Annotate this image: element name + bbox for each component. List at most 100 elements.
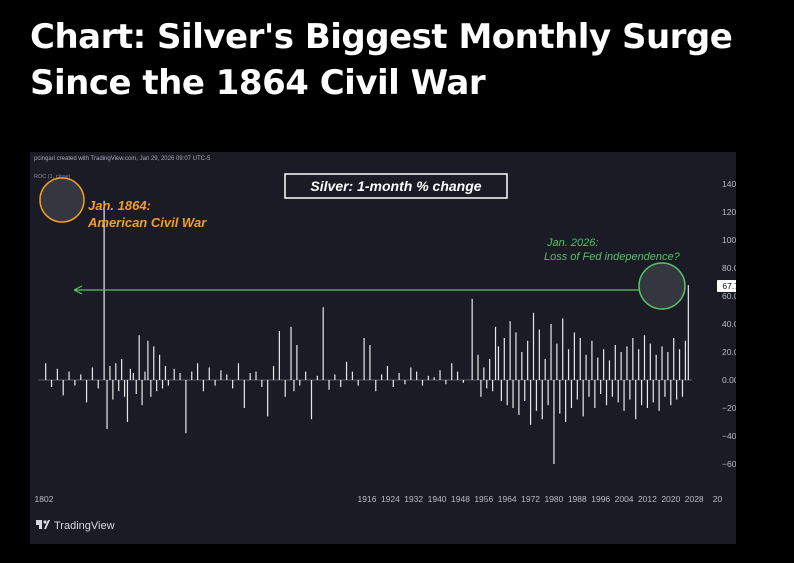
x-tick-label: 1932 [404,494,423,504]
bar-2006 [629,380,631,400]
bar-1876 [249,373,251,380]
bar-1831 [118,380,120,392]
bar-2014 [652,380,654,403]
bar-2005 [626,346,628,380]
bar-1832 [121,359,123,380]
fed-event-label: Loss of Fed independence? [544,251,681,263]
bar-1985 [567,349,570,380]
bar-1834 [126,380,129,422]
comparison-arrow-head-icon [73,285,83,295]
bar-1984 [565,380,567,422]
indicator-label: ROC (1, close) [34,174,71,180]
bar-1971 [527,340,529,380]
bar-1886 [278,331,280,380]
bar-1945 [451,363,453,380]
bar-1822 [91,367,94,380]
civil-war-highlight-circle [39,177,85,223]
bar-2020 [670,380,672,406]
bar-1965 [509,321,511,380]
bar-1816 [74,380,76,386]
bar-2021 [673,338,675,380]
bar-1943 [445,380,447,385]
bar-1848 [167,380,169,386]
bar-1990 [582,380,584,417]
bar-1919 [375,380,377,392]
tradingview-brand: TradingView [54,520,115,532]
bar-1970 [524,380,526,401]
bar-1839 [141,380,143,406]
bar-1862 [208,367,210,380]
bar-1957 [486,380,488,389]
bar-1937 [427,375,429,380]
bar-1913 [357,380,359,386]
bar-1989 [579,338,581,380]
bar-1903 [328,380,330,390]
bar-1844 [156,380,158,392]
y-tick-label: 120.00 [722,207,736,217]
bar-1980 [553,380,555,464]
bar-1931 [410,367,412,380]
bar-1827 [106,380,108,429]
bar-1888 [284,380,286,397]
bar-1814 [68,371,70,380]
bar-1927 [398,373,400,380]
x-tick-label: 1980 [544,494,563,504]
headline-line-2: Since the 1864 Civil War [30,63,486,103]
headline-line-1: Chart: Silver's Biggest Monthly Surge [30,17,733,57]
bar-2022 [676,380,678,400]
bar-1845 [159,354,161,380]
bar-1982 [559,380,561,414]
fed-date-label: Jan. 2026: [546,237,598,249]
bar-1874 [243,380,245,408]
bar-1846 [161,380,164,389]
bar-2016 [658,380,660,411]
bar-1841 [147,340,149,380]
bar-1974 [535,380,538,411]
bar-1818 [80,374,82,380]
bar-1996 [600,380,602,394]
bar-2009 [638,349,640,380]
y-tick-label: −60.00 [722,459,736,469]
bar-1993 [591,340,593,380]
x-tick-label: 1956 [474,494,493,504]
bar-1812 [62,380,64,396]
bar-1830 [115,363,117,380]
x-tick-label: 2020 [661,494,680,504]
bar-2004 [623,380,625,411]
bar-1907 [340,380,342,387]
y-tick-label: 60.00 [722,291,736,301]
bar-1963 [503,338,505,380]
bar-2000 [611,380,613,397]
bar-1843 [153,346,155,380]
x-tick-label: 1964 [498,494,517,504]
bar-2023 [678,349,681,380]
bar-1870 [232,380,234,389]
bar-2024 [681,380,684,397]
bar-1854 [185,380,187,434]
bar-1909 [345,361,348,380]
x-tick-label: 1940 [428,494,447,504]
x-tick-label: 1996 [591,494,610,504]
bar-1959 [492,380,494,392]
y-tick-label: 80.00 [722,263,736,273]
bar-1905 [334,374,336,380]
bar-1810 [56,368,58,380]
bar-1852 [179,373,181,380]
bar-1893 [299,380,301,386]
bar-1860 [202,380,205,392]
bar-1986 [570,380,573,408]
tradingview-logo-icon [36,520,50,529]
bar-1997 [603,349,605,380]
last-value-badge [717,280,736,292]
bar-2001 [614,345,616,380]
bar-2008 [635,380,637,420]
x-tick-label: 2028 [685,494,704,504]
bar-1897 [310,380,313,420]
x-tick-label: 2012 [638,494,657,504]
bar-1892 [296,345,298,380]
bar-1899 [316,375,318,380]
fed-highlight-circle [638,262,686,310]
bar-1890 [290,326,292,380]
bar-1878 [255,371,257,380]
bar-2026 [687,285,689,380]
